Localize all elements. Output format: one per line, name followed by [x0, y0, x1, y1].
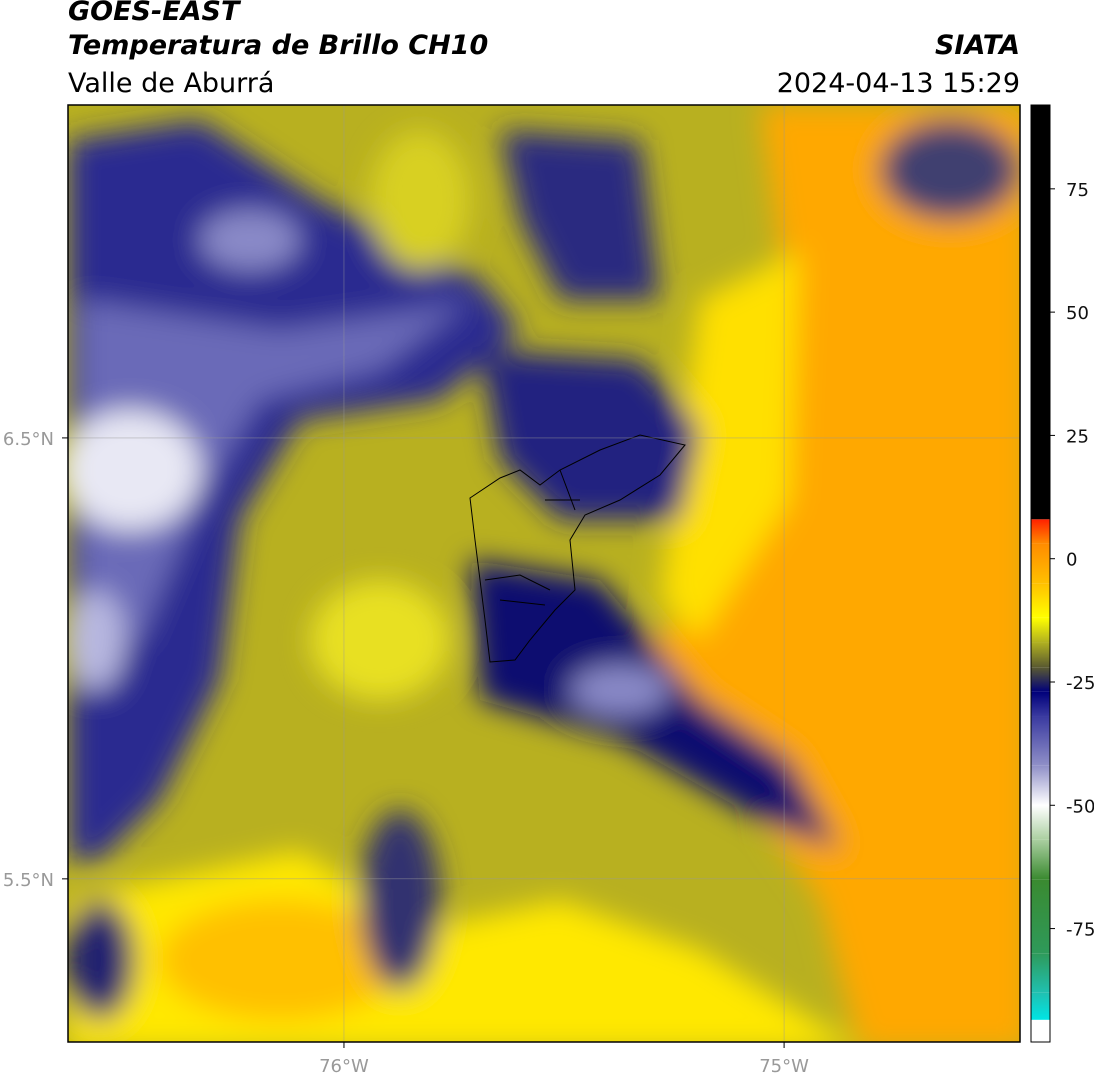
subtitle: Temperatura de Brillo CH10 — [68, 30, 488, 61]
colorbar-segment — [1031, 992, 1050, 1020]
colorbar-segment — [1031, 953, 1050, 993]
colorbar-segment — [1031, 519, 1050, 544]
colorbar-segment — [1031, 765, 1050, 806]
satellite-field — [68, 105, 1020, 1042]
datetime: 2024-04-13 15:29 — [777, 68, 1020, 99]
colorbar-tick-label: -25 — [1066, 673, 1094, 694]
colorbar-tick-label: 0 — [1066, 550, 1077, 571]
colorbar-tick-label: 75 — [1066, 180, 1089, 201]
colorbar-segment — [1031, 691, 1050, 717]
title: GOES-EAST — [68, 0, 242, 27]
colorbar-segment — [1031, 105, 1050, 520]
colorbar-segment — [1031, 716, 1050, 766]
colorbar-frame — [1030, 104, 1051, 1043]
colorbar: 75 50 25 0 -25 -50 -75 — [1031, 105, 1094, 1042]
colorbar-tick-label: -75 — [1066, 920, 1094, 941]
grid: 76°W 75°W 6.5°N 5.5°N — [3, 105, 1020, 1077]
colorbar-tick-label: -50 — [1066, 796, 1094, 817]
colorbar-tick-label: 25 — [1066, 426, 1089, 447]
x-tick-label: 76°W — [319, 1056, 369, 1077]
colorbar-segment — [1031, 805, 1050, 840]
region: Valle de Aburrá — [68, 68, 274, 99]
map-frame — [67, 104, 1021, 1043]
colorbar-segment — [1031, 617, 1050, 643]
colorbar-segment — [1031, 839, 1050, 880]
y-tick-label: 5.5°N — [3, 870, 54, 891]
y-tick-label: 6.5°N — [3, 429, 54, 450]
colorbar-segment — [1031, 543, 1050, 584]
colorbar-segment — [1031, 583, 1050, 618]
colorbar-segment — [1031, 667, 1050, 692]
colorbar-segment — [1031, 642, 1050, 668]
source: SIATA — [935, 30, 1020, 61]
colorbar-segment — [1031, 1019, 1050, 1042]
colorbar-segment — [1031, 879, 1050, 954]
colorbar-tick-label: 50 — [1066, 303, 1089, 324]
x-tick-label: 75°W — [759, 1056, 809, 1077]
